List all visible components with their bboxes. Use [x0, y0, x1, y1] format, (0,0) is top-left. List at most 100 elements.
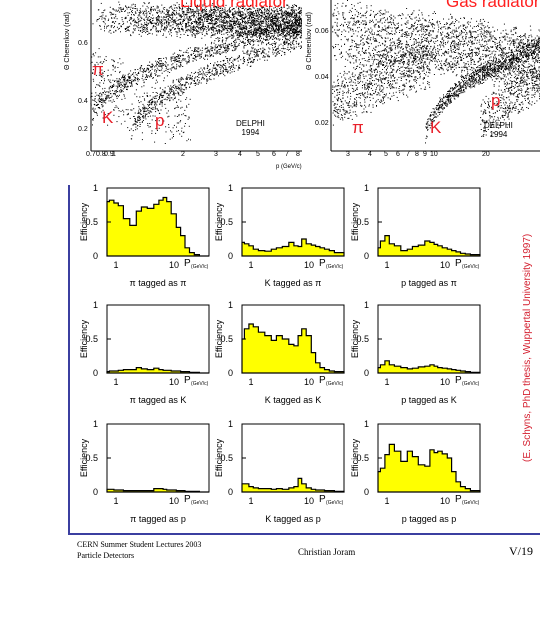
- left-xtick-10: 8: [296, 151, 300, 158]
- left-delphi-exp: DELPHI: [236, 119, 265, 128]
- right-label-pi: π: [352, 118, 364, 137]
- efficiency-xunit: (GeV/c): [191, 500, 209, 506]
- efficiency-panel: 0 0.5 1 1 10 P (GeV/c) Efficiency π tagged as π: [79, 183, 210, 288]
- top-right-scatter-panel: [330, 0, 540, 152]
- efficiency-histogram: [241, 238, 345, 257]
- left-ytick-1: 0.4: [78, 98, 88, 105]
- efficiency-ytick-label: 1: [364, 300, 369, 310]
- efficiency-xtick-label: 1: [384, 377, 389, 387]
- frame-left-border: [68, 185, 70, 535]
- right-xtick-7: 10: [430, 151, 438, 158]
- efficiency-ytick-label: 0.5: [85, 217, 98, 227]
- efficiency-plot-frame: [106, 304, 210, 374]
- efficiency-xtick-label: 10: [304, 260, 314, 270]
- efficiency-xlabel: P: [319, 375, 326, 386]
- right-xtick-3: 6: [396, 151, 400, 158]
- efficiency-ytick-label: 1: [93, 183, 98, 193]
- efficiency-ytick-label: 1: [364, 419, 369, 429]
- right-scatter-ylabel: Θ Cherenkov (rad): [306, 12, 313, 70]
- top-right-scatter-svg: [330, 0, 540, 152]
- efficiency-ytick-label: 0.5: [356, 217, 369, 227]
- efficiency-xtick-label: 1: [113, 260, 118, 270]
- efficiency-panel: 0 0.5 1 1 10 P (GeV/c) Efficiency K tagged as p: [214, 419, 345, 524]
- left-ytick-2: 0.2: [78, 126, 88, 133]
- right-label-k: K: [430, 118, 442, 137]
- right-xtick-4: 7: [406, 151, 410, 158]
- right-delphi-label: DELPHI 1994: [484, 121, 513, 139]
- left-label-p: p: [155, 111, 165, 130]
- efficiency-xtick-label: 10: [304, 496, 314, 506]
- efficiency-ytick-label: 1: [228, 419, 233, 429]
- efficiency-plot-frame: [106, 423, 210, 493]
- efficiency-ytick-label: 1: [93, 419, 98, 429]
- liquid-radiator-label: Liquid radiator: [180, 0, 288, 11]
- right-ytick-1: 0.04: [315, 74, 329, 81]
- right-ytick-2: 0.02: [315, 120, 329, 127]
- efficiency-xtick-label: 1: [248, 496, 253, 506]
- efficiency-panel: 0 0.5 1 1 10 P (GeV/c) Efficiency p tagged as p: [350, 419, 481, 524]
- efficiency-histogram: [377, 235, 481, 257]
- efficiency-ylabel: Efficiency: [350, 438, 360, 477]
- right-delphi-year: 1994: [489, 130, 508, 139]
- efficiency-caption: π tagged as p: [130, 514, 186, 524]
- efficiency-xlabel: P: [184, 494, 191, 505]
- scatter-axes: [90, 0, 302, 152]
- efficiency-ytick-label: 0.5: [220, 217, 233, 227]
- efficiency-ylabel: Efficiency: [214, 438, 224, 477]
- efficiency-xtick-label: 10: [169, 377, 179, 387]
- efficiency-caption: K tagged as p: [265, 514, 321, 524]
- efficiency-histogram: [377, 360, 481, 374]
- left-xtick-7: 5: [256, 151, 260, 158]
- efficiency-xlabel: P: [319, 494, 326, 505]
- efficiency-plot-frame: [377, 304, 481, 374]
- efficiency-ytick-label: 0.5: [85, 334, 98, 344]
- efficiency-panel: 0 0.5 1 1 10 P (GeV/c) Efficiency K tagged as π: [214, 183, 345, 288]
- left-label-k: K: [102, 108, 114, 127]
- efficiency-ylabel: Efficiency: [79, 319, 89, 358]
- efficiency-histogram: [377, 443, 481, 493]
- efficiency-xtick-label: 1: [384, 496, 389, 506]
- footer-left-line1: CERN Summer Student Lectures 2003: [77, 540, 202, 549]
- efficiency-xunit: (GeV/c): [326, 264, 344, 270]
- efficiency-ytick-label: 0: [93, 251, 98, 261]
- efficiency-xunit: (GeV/c): [191, 381, 209, 387]
- efficiency-xtick-label: 10: [440, 496, 450, 506]
- efficiency-xtick-label: 10: [440, 377, 450, 387]
- efficiency-caption: π tagged as K: [130, 395, 187, 405]
- left-ytick-0: 0.6: [78, 40, 88, 47]
- efficiency-histogram: [241, 477, 345, 493]
- efficiency-ytick-label: 0.5: [220, 334, 233, 344]
- efficiency-ytick-label: 0: [228, 487, 233, 497]
- efficiency-ylabel: Efficiency: [214, 202, 224, 241]
- scatter-points: [90, 1, 302, 144]
- left-xtick-2: 0.9: [104, 151, 114, 158]
- efficiency-caption: K tagged as K: [265, 395, 322, 405]
- efficiency-xlabel: P: [184, 375, 191, 386]
- footer-center: Christian Joram: [298, 547, 356, 557]
- left-scatter-ylabel: Θ Cherenkov (rad): [64, 12, 71, 70]
- efficiency-xtick-label: 1: [248, 377, 253, 387]
- side-reference: (E. Schyns, PhD thesis, Wuppertal Univer…: [522, 233, 533, 462]
- efficiency-caption: K tagged as π: [265, 278, 322, 288]
- scatter-points: [332, 0, 540, 144]
- efficiency-ytick-label: 0: [364, 251, 369, 261]
- efficiency-panel: 0 0.5 1 1 10 P (GeV/c) Efficiency p tagged as K: [350, 300, 481, 405]
- efficiency-xtick-label: 10: [440, 260, 450, 270]
- efficiency-histogram: [241, 323, 345, 374]
- left-xtick-4: 2: [181, 151, 185, 158]
- efficiency-xtick-label: 10: [304, 377, 314, 387]
- efficiency-ytick-label: 0: [93, 368, 98, 378]
- efficiency-ytick-label: 0.5: [356, 334, 369, 344]
- efficiency-ytick-label: 1: [93, 300, 98, 310]
- efficiency-ylabel: Efficiency: [214, 319, 224, 358]
- left-xtick-8: 6: [272, 151, 276, 158]
- efficiency-xunit: (GeV/c): [462, 264, 480, 270]
- right-xtick-2: 5: [384, 151, 388, 158]
- efficiency-ylabel: Efficiency: [350, 319, 360, 358]
- scatter-axes: [330, 0, 540, 152]
- left-xticks: 0.7 0.8 0.9 1 2 3 4 5 6 7 8: [86, 151, 306, 163]
- efficiency-ylabel: Efficiency: [350, 202, 360, 241]
- left-xtick-3: 1: [112, 151, 116, 158]
- efficiency-ytick-label: 0: [364, 368, 369, 378]
- efficiency-ytick-label: 1: [228, 300, 233, 310]
